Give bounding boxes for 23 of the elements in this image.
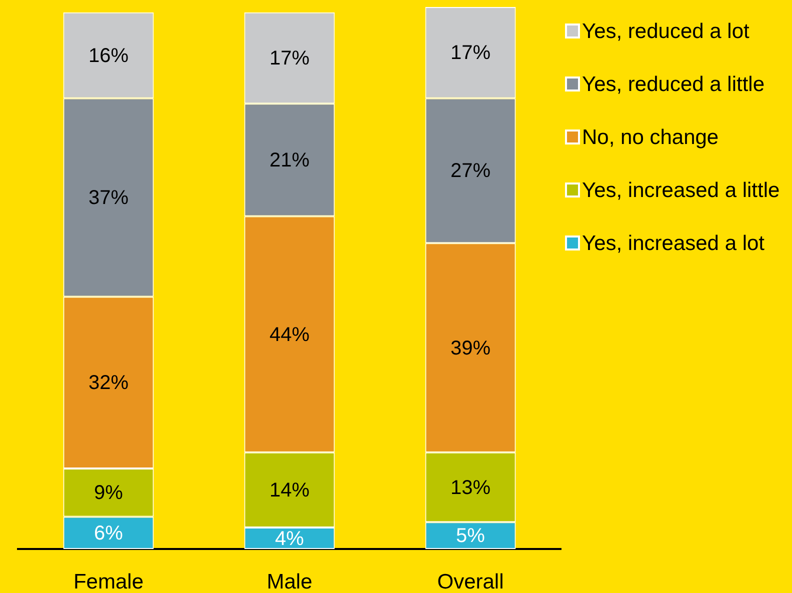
data-label: 27% (450, 160, 491, 182)
data-label: 17% (450, 42, 491, 64)
data-label: 44% (269, 324, 310, 346)
legend-label: No, no change (582, 126, 719, 149)
legend-label: Yes, increased a little (582, 178, 780, 202)
data-label: 5% (456, 525, 486, 548)
legend-label: Yes, reduced a lot (582, 20, 750, 43)
data-label: 17% (269, 47, 310, 70)
legend-label: Yes, increased a lot (582, 232, 765, 255)
data-label: 37% (88, 187, 129, 210)
data-label: 4% (275, 528, 304, 550)
data-label: 13% (450, 476, 491, 499)
data-label: 16% (88, 44, 129, 67)
x-tick-label: Overall (437, 570, 504, 593)
data-label: 9% (94, 482, 124, 504)
data-label: 6% (94, 522, 124, 544)
data-label: 32% (88, 372, 129, 394)
x-tick-label: Female (73, 570, 144, 593)
data-label: 21% (269, 149, 310, 172)
x-tick-label: Male (266, 570, 312, 593)
legend-label: Yes, reduced a little (582, 72, 765, 96)
data-label: 39% (450, 337, 491, 360)
data-label: 14% (269, 479, 310, 502)
